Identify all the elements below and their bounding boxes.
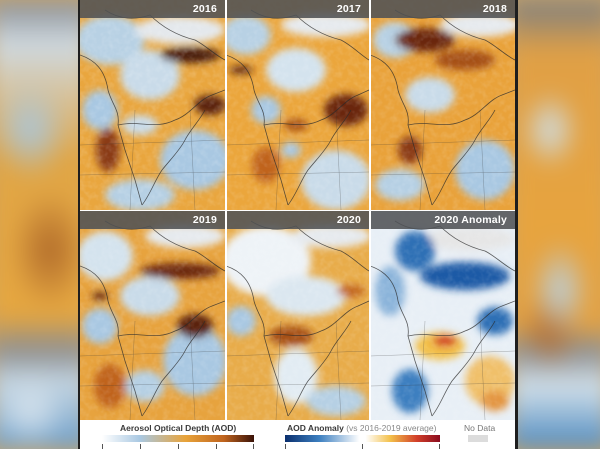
aod-tick (140, 444, 141, 449)
panel-header: 2020 (226, 211, 369, 229)
map-panel-2016: 2016 (80, 0, 225, 210)
anomaly-map-2020 (370, 211, 515, 420)
blurred-background-left (0, 0, 90, 449)
aod-map-2017 (226, 0, 369, 210)
anomaly-legend-title-text: AOD Anomaly (287, 423, 344, 433)
anomaly-legend-subtitle: (vs 2016-2019 average) (346, 423, 437, 433)
panel-header: 2019 (80, 211, 225, 229)
nodata-swatch (468, 435, 488, 442)
panel-header: 2017 (226, 0, 369, 18)
anomaly-legend-title: AOD Anomaly (vs 2016-2019 average) (287, 423, 436, 433)
aod-map-2016 (80, 0, 225, 210)
map-panel-2020-anomaly: 2020 Anomaly (370, 211, 515, 420)
anomaly-tick (285, 444, 286, 449)
nodata-legend-label: No Data (464, 423, 496, 433)
aod-tick (178, 444, 179, 449)
panel-title: 2019 (192, 214, 217, 226)
aod-map-2020 (226, 211, 369, 420)
aod-legend-title: Aerosol Optical Depth (AOD) (120, 423, 237, 433)
panel-header: 2016 (80, 0, 225, 18)
aod-map-2019 (80, 211, 225, 420)
anomaly-colorbar (285, 435, 440, 442)
anomaly-tick (439, 444, 440, 449)
map-panel-2020: 2020 (226, 211, 369, 420)
aod-tick (216, 444, 217, 449)
panel-header: 2018 (370, 0, 515, 18)
panel-title: 2020 Anomaly (434, 214, 507, 226)
aod-tick (102, 444, 103, 449)
aod-map-2018 (370, 0, 515, 210)
panel-title: 2020 (336, 214, 361, 226)
panel-title: 2017 (336, 3, 361, 15)
panel-header: 2020 Anomaly (370, 211, 515, 229)
map-panel-2019: 2019 (80, 211, 225, 420)
panel-title: 2018 (482, 3, 507, 15)
panel-title: 2016 (192, 3, 217, 15)
aod-tick (253, 444, 254, 449)
map-panel-2018: 2018 (370, 0, 515, 210)
anomaly-tick (362, 444, 363, 449)
aod-figure: 2016 (80, 0, 515, 449)
blurred-background-right (510, 0, 600, 449)
panel-divider (80, 210, 515, 211)
map-panel-2017: 2017 (226, 0, 369, 210)
legend: Aerosol Optical Depth (AOD) AOD Anomaly … (80, 420, 515, 449)
aod-colorbar (102, 435, 254, 442)
